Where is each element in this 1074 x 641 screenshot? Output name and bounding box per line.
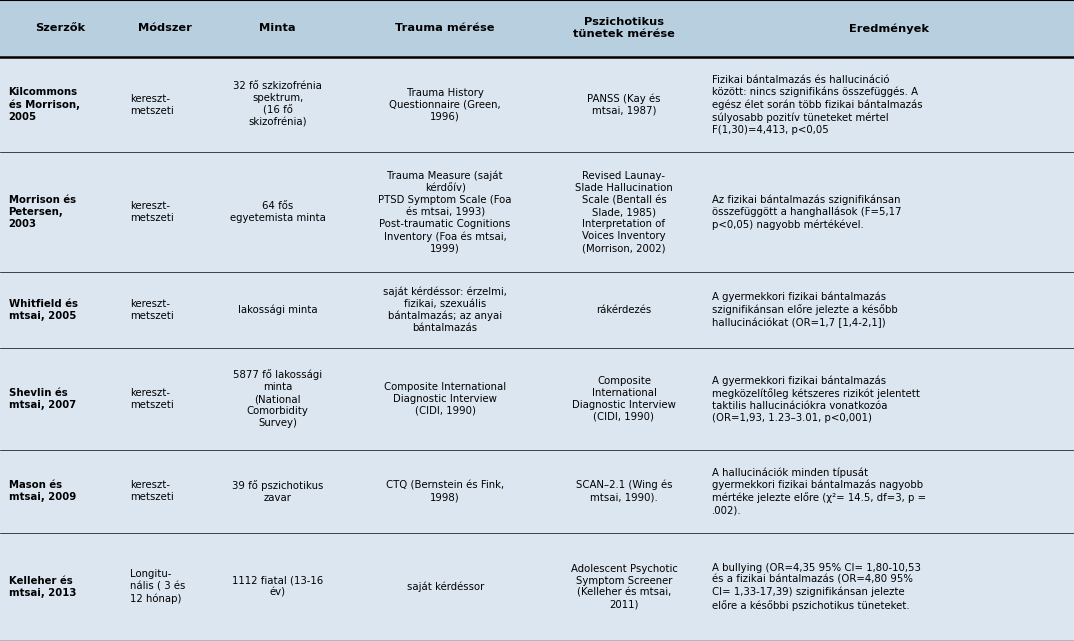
Text: Longitu-
nális ( 3 és
12 hónap): Longitu- nális ( 3 és 12 hónap): [130, 569, 186, 604]
Text: Shevlin és
mtsai, 2007: Shevlin és mtsai, 2007: [9, 388, 75, 410]
Text: Revised Launay-
Slade Hallucination
Scale (Bentall és
Slade, 1985)
Interpretatio: Revised Launay- Slade Hallucination Scal…: [575, 171, 673, 253]
Text: Kelleher és
mtsai, 2013: Kelleher és mtsai, 2013: [9, 576, 76, 598]
Text: 39 fő pszichotikus
zavar: 39 fő pszichotikus zavar: [232, 479, 323, 503]
Text: Kilcommons
és Morrison,
2005: Kilcommons és Morrison, 2005: [9, 87, 79, 122]
Text: 5877 fő lakossági
minta
(National
Comorbidity
Survey): 5877 fő lakossági minta (National Comorb…: [233, 369, 322, 428]
Text: A bullying (OR=4,35 95% CI= 1,80-10,53
és a fizikai bántalmazás (OR=4,80 95%
CI=: A bullying (OR=4,35 95% CI= 1,80-10,53 é…: [712, 563, 920, 611]
Text: lakossági minta: lakossági minta: [237, 304, 318, 315]
Bar: [0, 348, 1074, 450]
Text: Pszichotikus
tünetek mérése: Pszichotikus tünetek mérése: [574, 17, 674, 39]
Text: kereszt-
metszeti: kereszt- metszeti: [130, 480, 174, 503]
Text: CTQ (Bernstein és Fink,
1998): CTQ (Bernstein és Fink, 1998): [387, 480, 504, 503]
Text: Mason és
mtsai, 2009: Mason és mtsai, 2009: [9, 480, 76, 503]
Text: Composite
International
Diagnostic Interview
(CIDI, 1990): Composite International Diagnostic Inter…: [572, 376, 676, 422]
Bar: [0, 450, 1074, 533]
Text: A gyermekkori fizikai bántalmazás
szignifikánsan előre jelezte a később
hallucin: A gyermekkori fizikai bántalmazás szigni…: [712, 292, 898, 328]
Text: kereszt-
metszeti: kereszt- metszeti: [130, 201, 174, 223]
Text: rákérdezés: rákérdezés: [596, 305, 652, 315]
Text: 1112 fiatal (13-16
év): 1112 fiatal (13-16 év): [232, 576, 323, 598]
Text: kereszt-
metszeti: kereszt- metszeti: [130, 299, 174, 321]
Text: Morrison és
Petersen,
2003: Morrison és Petersen, 2003: [9, 195, 75, 229]
Text: Szerzők: Szerzők: [35, 24, 86, 33]
Text: Minta: Minta: [259, 24, 296, 33]
Text: Módszer: Módszer: [139, 24, 192, 33]
Text: SCAN–2.1 (Wing és
mtsai, 1990).: SCAN–2.1 (Wing és mtsai, 1990).: [576, 480, 672, 503]
Text: A hallucinációk minden típusát
gyermekkori fizikai bántalmazás nagyobb
mértéke j: A hallucinációk minden típusát gyermekko…: [712, 467, 926, 515]
Bar: [0, 0, 1074, 57]
Bar: [0, 533, 1074, 641]
Text: Adolescent Psychotic
Symptom Screener
(Kelleher és mtsai,
2011): Adolescent Psychotic Symptom Screener (K…: [570, 564, 678, 610]
Text: Fizikai bántalmazás és hallucináció
között: nincs szignifikáns összefüggés. A
eg: Fizikai bántalmazás és hallucináció közö…: [712, 74, 923, 135]
Text: PANSS (Kay és
mtsai, 1987): PANSS (Kay és mtsai, 1987): [587, 94, 661, 116]
Text: 64 fős
egyetemista minta: 64 fős egyetemista minta: [230, 201, 325, 223]
Bar: [0, 153, 1074, 272]
Text: Trauma mérése: Trauma mérése: [395, 24, 495, 33]
Text: saját kérdéssor: saját kérdéssor: [407, 581, 483, 592]
Text: Az fizikai bántalmazás szignifikánsan
összefüggött a hanghallások (F=5,17
p<0,05: Az fizikai bántalmazás szignifikánsan ös…: [712, 194, 901, 230]
Text: Composite International
Diagnostic Interview
(CIDI, 1990): Composite International Diagnostic Inter…: [384, 382, 506, 416]
Text: kereszt-
metszeti: kereszt- metszeti: [130, 94, 174, 115]
Text: Eredmények: Eredmények: [848, 23, 929, 34]
Text: Trauma History
Questionnaire (Green,
1996): Trauma History Questionnaire (Green, 199…: [390, 88, 500, 122]
Text: kereszt-
metszeti: kereszt- metszeti: [130, 388, 174, 410]
Text: A gyermekkori fizikai bántalmazás
megközelítőleg kétszeres rizikót jelentett
tak: A gyermekkori fizikai bántalmazás megköz…: [712, 375, 920, 423]
Bar: [0, 272, 1074, 348]
Text: Trauma Measure (saját
kérdőív)
PTSD Symptom Scale (Foa
és mtsai, 1993)
Post-trau: Trauma Measure (saját kérdőív) PTSD Symp…: [378, 171, 512, 254]
Text: 32 fő szkizofrénia
spektrum,
(16 fő
skizofrénia): 32 fő szkizofrénia spektrum, (16 fő skiz…: [233, 81, 322, 128]
Text: saját kérdéssor: érzelmi,
fizikai, szexuális
bántalmazás; az anyai
bántalmazás: saját kérdéssor: érzelmi, fizikai, szexu…: [383, 287, 507, 333]
Bar: [0, 57, 1074, 153]
Text: Whitfield és
mtsai, 2005: Whitfield és mtsai, 2005: [9, 299, 77, 321]
